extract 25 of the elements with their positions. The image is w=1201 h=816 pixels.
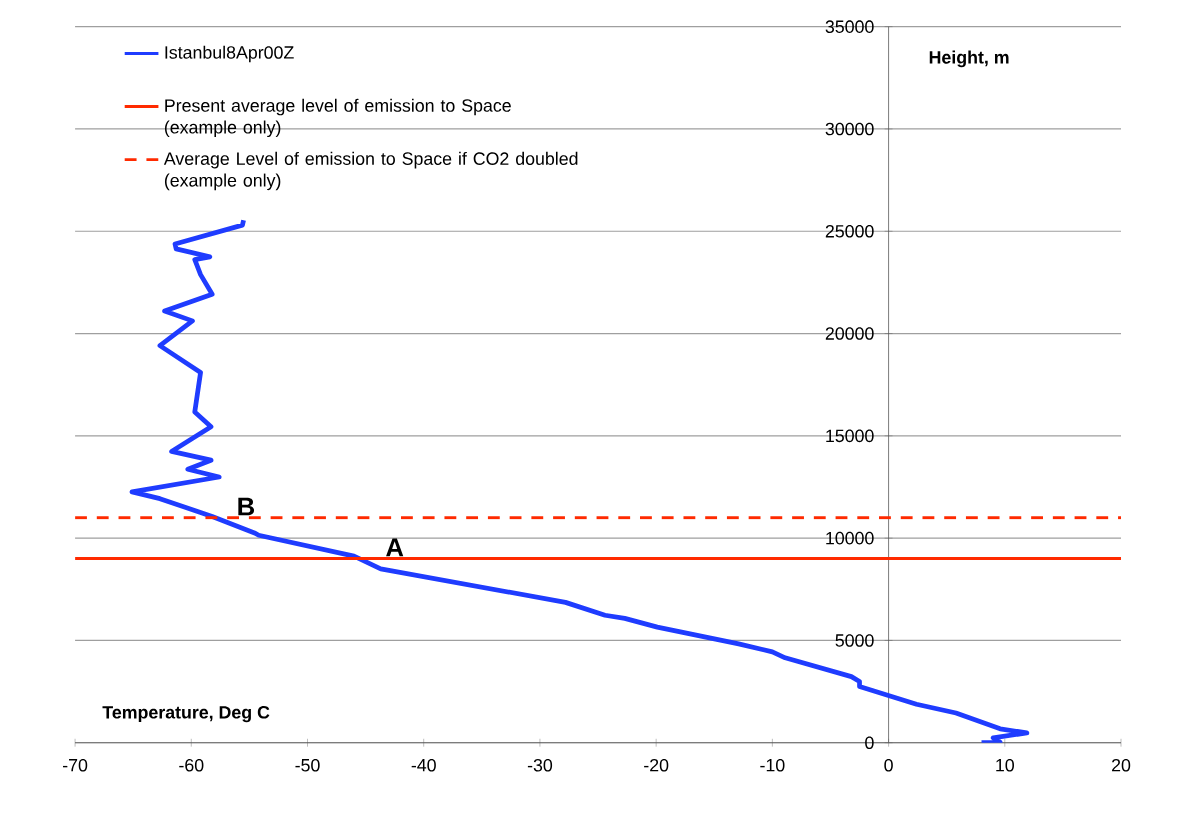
- y-tick-label: 5000: [835, 634, 874, 647]
- x-tick-label: -20: [644, 759, 669, 772]
- y-tick-label: 20000: [825, 327, 874, 340]
- y-tick-label: 30000: [825, 122, 874, 136]
- y-tick-label: 10000: [826, 531, 874, 545]
- legend-label: Present average level of emission to Space (example only): [164, 98, 511, 138]
- x-tick-label: 20: [1112, 759, 1131, 772]
- y-tick-label: 15000: [826, 429, 874, 443]
- y-axis-title: Height, m: [929, 50, 1009, 68]
- x-tick-label: -30: [527, 759, 553, 772]
- x-axis-title: Temperature, Deg C: [102, 706, 270, 723]
- x-tick-label: 10: [996, 759, 1014, 772]
- x-tick-label: -60: [179, 759, 204, 772]
- x-tick-label: -10: [760, 759, 785, 772]
- annotation: B: [238, 497, 255, 516]
- x-tick-label: -40: [411, 759, 436, 772]
- legend-label: Istanbul8Apr00Z: [165, 45, 294, 63]
- y-tick-label: 25000: [825, 225, 874, 238]
- x-tick-label: -50: [295, 759, 320, 772]
- x-tick-label: 0: [884, 759, 893, 772]
- annotation: A: [386, 538, 404, 557]
- x-tick-label: -70: [63, 759, 88, 772]
- legend-label: Average Level of emission to Space if CO2 doubled (example only): [163, 151, 578, 191]
- y-tick-label: 35000: [825, 20, 874, 34]
- y-tick-label: 0: [865, 736, 874, 750]
